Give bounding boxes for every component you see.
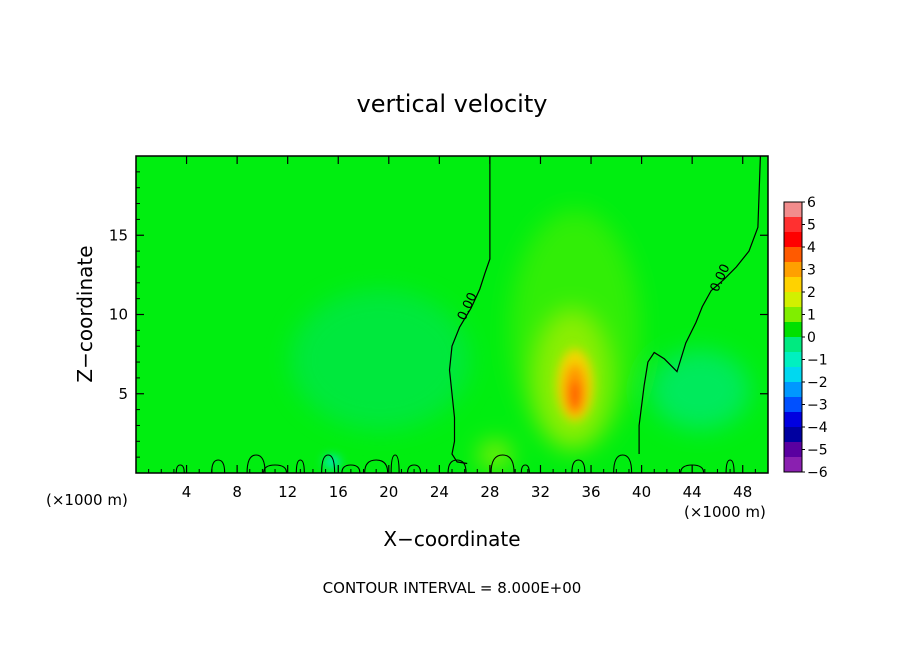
surface-contour bbox=[211, 459, 226, 473]
surface-contour bbox=[407, 464, 422, 473]
colorbar-swatch bbox=[784, 277, 802, 293]
plot-area: 0.000.00 bbox=[135, 155, 769, 474]
colorbar-label: −1 bbox=[807, 353, 828, 369]
colorbar-label: 0 bbox=[807, 330, 816, 346]
updraft-red bbox=[569, 380, 581, 410]
colorbar-swatch bbox=[784, 442, 802, 458]
downdraft-left bbox=[290, 290, 470, 430]
y-axis: 5 10 15 bbox=[109, 171, 768, 458]
colorbar-swatch bbox=[784, 412, 802, 428]
x-tick-label: 28 bbox=[480, 483, 499, 501]
contour-line bbox=[638, 156, 761, 454]
x-tick-label: 12 bbox=[278, 483, 297, 501]
surface-contour bbox=[246, 454, 266, 473]
colorbar-label: 5 bbox=[807, 218, 816, 234]
colorbar: 6 5 4 3 2 1 0 −1 −2 −3 −4 −5 −6 bbox=[783, 195, 828, 481]
x-unit-right: (×1000 m) bbox=[684, 503, 766, 521]
colorbar-swatch bbox=[784, 382, 802, 398]
colorbar-swatch bbox=[784, 367, 802, 383]
x-axis-label: X−coordinate bbox=[383, 527, 520, 551]
downdraft-core bbox=[324, 456, 340, 468]
colorbar-swatch bbox=[784, 307, 802, 323]
x-tick-label: 48 bbox=[733, 483, 752, 501]
contour-line bbox=[448, 156, 491, 465]
surface-contour bbox=[490, 454, 515, 473]
surface-contour bbox=[364, 459, 389, 473]
colorbar-label: −2 bbox=[807, 375, 828, 391]
colorbar-label: −5 bbox=[807, 443, 828, 459]
colorbar-swatch bbox=[784, 397, 802, 413]
x-tick-label: 20 bbox=[379, 483, 398, 501]
x-tick-label: 24 bbox=[430, 483, 449, 501]
surface-contour bbox=[725, 459, 735, 473]
surface-contour bbox=[341, 464, 361, 473]
colorbar-swatch bbox=[784, 202, 802, 218]
colorbar-swatch bbox=[784, 292, 802, 308]
contour-interval: CONTOUR INTERVAL = 8.000E+00 bbox=[323, 579, 582, 597]
surface-contour bbox=[390, 454, 400, 473]
surface-contour bbox=[520, 464, 530, 473]
colorbar-label: 2 bbox=[807, 285, 816, 301]
colorbar-swatch bbox=[784, 427, 802, 443]
colorbar-swatch bbox=[784, 337, 802, 353]
x-tick-label: 8 bbox=[232, 483, 242, 501]
colorbar-swatch bbox=[784, 262, 802, 278]
x-tick-label: 36 bbox=[581, 483, 600, 501]
heatmap-background bbox=[136, 156, 768, 473]
surface-contour bbox=[321, 454, 336, 473]
colorbar-swatch bbox=[784, 247, 802, 263]
x-unit-left: (×1000 m) bbox=[46, 491, 128, 509]
colorbar-swatch bbox=[784, 352, 802, 368]
colorbar-label: 6 bbox=[807, 195, 816, 211]
colorbar-label: 3 bbox=[807, 263, 816, 279]
colorbar-swatch bbox=[784, 457, 802, 473]
colorbar-label: −6 bbox=[807, 465, 828, 481]
surface-contour bbox=[613, 454, 633, 473]
colorbar-label: −3 bbox=[807, 398, 828, 414]
x-tick-label: 32 bbox=[531, 483, 550, 501]
x-axis: 4 8 12 16 20 24 28 32 36 40 44 48 bbox=[148, 156, 756, 501]
y-tick-label: 15 bbox=[109, 226, 128, 244]
y-tick-label: 5 bbox=[118, 385, 128, 403]
y-axis-label: Z−coordinate bbox=[73, 245, 97, 382]
x-tick-label: 4 bbox=[182, 483, 192, 501]
x-tick-label: 44 bbox=[683, 483, 702, 501]
colorbar-swatch bbox=[784, 322, 802, 338]
x-tick-label: 16 bbox=[329, 483, 348, 501]
y-tick-label: 10 bbox=[109, 306, 128, 324]
colorbar-label: 1 bbox=[807, 308, 816, 324]
heatmap-core bbox=[324, 349, 593, 468]
x-tick-label: 40 bbox=[632, 483, 651, 501]
surface-updraft bbox=[479, 441, 511, 469]
surface-contour bbox=[571, 459, 586, 473]
colorbar-swatch bbox=[784, 217, 802, 233]
colorbar-label: 4 bbox=[807, 240, 816, 256]
chart-title: vertical velocity bbox=[357, 90, 548, 118]
surface-contour bbox=[175, 464, 185, 473]
surface-contour bbox=[295, 459, 305, 473]
colorbar-swatch bbox=[784, 232, 802, 248]
surface-contour bbox=[447, 459, 467, 473]
downdraft-right bbox=[650, 350, 750, 430]
colorbar-label: −4 bbox=[807, 420, 828, 436]
surface-contour bbox=[262, 464, 288, 473]
